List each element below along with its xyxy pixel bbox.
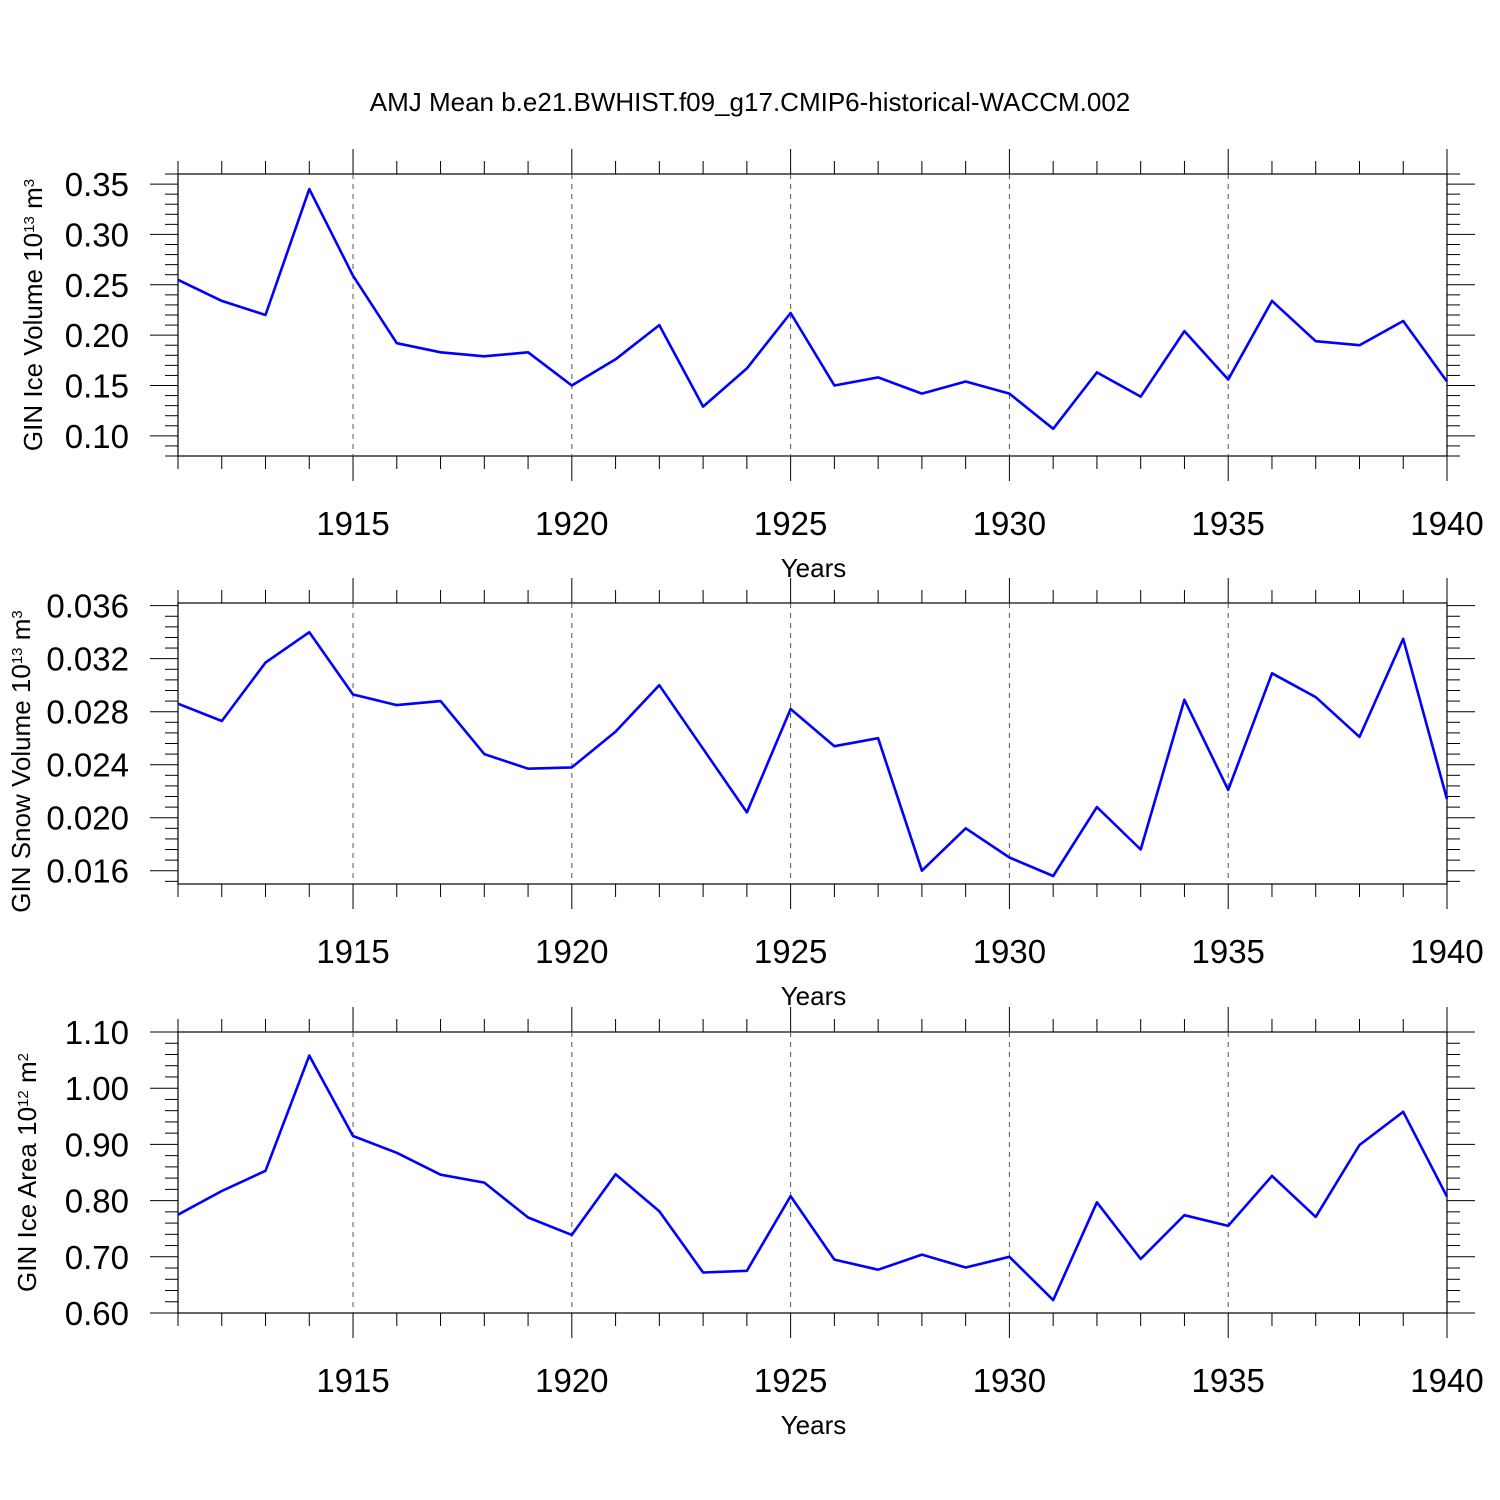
y-axis-label: GIN Ice Volume 1013 m3	[18, 179, 48, 451]
y-axis-label: GIN Ice Area 1012 m2	[12, 1053, 42, 1292]
series-line	[177, 187, 1449, 431]
y-axis-label-unit: m	[6, 619, 36, 648]
x-tick-label: 1925	[754, 505, 827, 542]
series-line	[177, 630, 1449, 878]
x-tick-label: 1915	[316, 933, 389, 970]
y-tick-label: 0.10	[65, 418, 129, 455]
x-tick-label: 1940	[1410, 1362, 1483, 1399]
x-tick-label: 1925	[754, 933, 827, 970]
y-tick-label: 0.016	[46, 853, 129, 890]
x-tick-label: 1920	[535, 1362, 608, 1399]
panel-1: 1915 1920 1925 1930 1935 1940 0.10 0.15 0.20 0.25…	[18, 149, 1484, 583]
x-axis-label: Years	[781, 553, 847, 583]
series-line	[177, 1054, 1449, 1302]
chart-title: AMJ Mean b.e21.BWHIST.f09_g17.CMIP6-hist…	[370, 87, 1131, 117]
panel-3: 1915 1920 1925 1930 1935 1940 0.60 0.70 0.80 0.90…	[12, 1007, 1484, 1440]
y-axis-label-unit-exp: 3	[21, 179, 38, 187]
y-tick-label: 0.90	[65, 1126, 129, 1163]
y-tick-label: 0.020	[46, 800, 129, 837]
x-tick-label: 1915	[316, 1362, 389, 1399]
y-tick-label: 0.20	[65, 317, 129, 354]
y-tick-label: 0.80	[65, 1183, 129, 1220]
x-tick-label: 1915	[316, 505, 389, 542]
x-tick-label: 1935	[1191, 1362, 1264, 1399]
y-axis-label: GIN Snow Volume 1013 m3	[6, 610, 36, 913]
x-tick-label: 1920	[535, 933, 608, 970]
x-axis-label: Years	[781, 981, 847, 1011]
y-tick-label: 1.00	[65, 1070, 129, 1107]
y-tick-label: 0.35	[65, 166, 129, 203]
y-tick-label: 1.10	[65, 1014, 129, 1051]
y-axis-label-unit: m	[18, 187, 48, 216]
y-axis-label-unit: m	[12, 1061, 42, 1090]
x-tick-label: 1935	[1191, 505, 1264, 542]
panel-2: 1915 1920 1925 1930 1935 1940 0.016 0.020 0.024 0…	[6, 578, 1484, 1011]
y-tick-label: 0.30	[65, 216, 129, 253]
y-tick-label: 0.024	[46, 747, 129, 784]
x-tick-label: 1935	[1191, 933, 1264, 970]
y-tick-label: 0.032	[46, 641, 129, 678]
y-tick-label: 0.028	[46, 694, 129, 731]
y-tick-label: 0.60	[65, 1295, 129, 1332]
y-axis-label-exp: 12	[15, 1090, 32, 1107]
x-tick-label: 1930	[973, 933, 1046, 970]
x-tick-label: 1925	[754, 1362, 827, 1399]
y-tick-label: 0.70	[65, 1239, 129, 1276]
plot-frame	[177, 1031, 1448, 1314]
y-axis-label-main: GIN Ice Area 10	[12, 1107, 42, 1292]
y-tick-label: 0.036	[46, 588, 129, 625]
x-tick-label: 1930	[973, 505, 1046, 542]
y-axis-label-exp: 13	[21, 216, 38, 233]
y-tick-label: 0.15	[65, 368, 129, 405]
x-tick-label: 1940	[1410, 505, 1483, 542]
y-tick-label: 0.25	[65, 267, 129, 304]
y-axis-label-main: GIN Snow Volume 10	[6, 664, 36, 913]
y-axis-label-unit-exp: 2	[15, 1053, 32, 1061]
y-axis-label-exp: 13	[9, 647, 26, 664]
x-tick-label: 1930	[973, 1362, 1046, 1399]
panels: 1915 1920 1925 1930 1935 1940 0.10 0.15 0.20 0.25…	[6, 149, 1484, 1440]
x-tick-label: 1940	[1410, 933, 1483, 970]
y-axis-label-unit-exp: 3	[9, 610, 26, 618]
x-axis-label: Years	[781, 1410, 847, 1440]
y-axis-label-main: GIN Ice Volume 10	[18, 233, 48, 451]
x-tick-label: 1920	[535, 505, 608, 542]
